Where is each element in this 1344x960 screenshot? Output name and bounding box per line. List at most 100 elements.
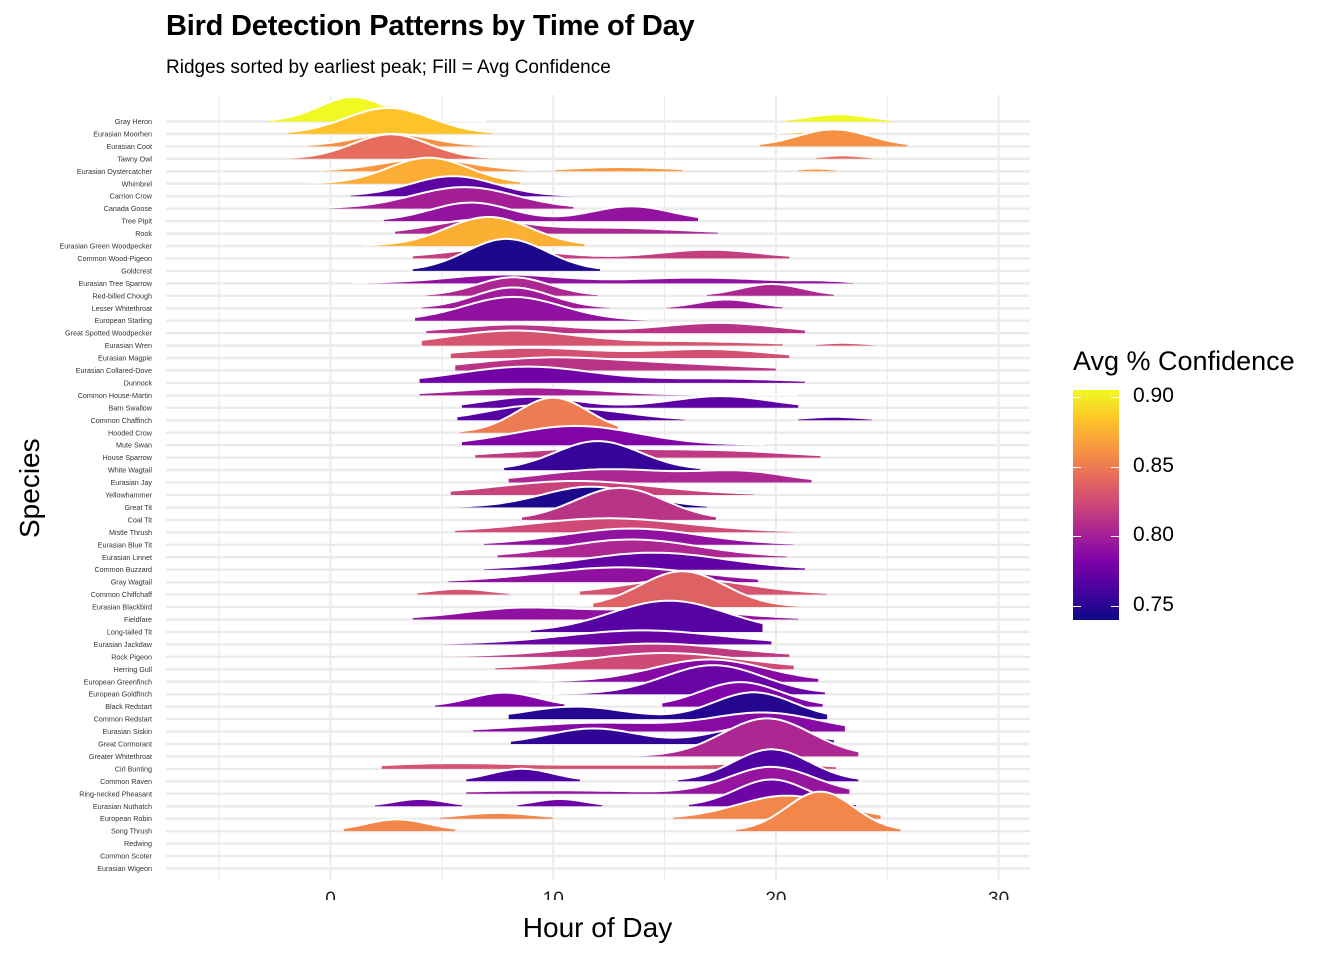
- ridge-area: [666, 299, 783, 309]
- ridge-area: [484, 528, 794, 545]
- ridge: [530, 599, 763, 632]
- species-label: Common Chaffinch: [91, 416, 152, 425]
- species-label: Hooded Crow: [108, 428, 153, 437]
- species-label: Eurasian Linnet: [102, 553, 152, 562]
- ridge: [461, 395, 799, 408]
- species-label: Canada Goose: [104, 204, 152, 213]
- legend-tick-mark: [1111, 396, 1119, 398]
- ridge-area: [530, 600, 763, 632]
- ridge: [419, 386, 799, 396]
- x-axis-ticks: 0 10 20 30: [325, 889, 1009, 900]
- species-label: Mistle Thrush: [109, 528, 152, 537]
- ridge: [374, 778, 857, 807]
- ridge-outline: [268, 95, 487, 122]
- ridge: [352, 273, 854, 284]
- ridge: [421, 329, 874, 346]
- ridges: [268, 95, 908, 832]
- ridge-outline: [439, 811, 554, 818]
- legend-tick-mark: [1073, 606, 1081, 608]
- legend-tick-mark: [1073, 536, 1081, 538]
- ridgeline-plot: Gray Heron Eurasian Moorhen Eurasian Coot T…: [59, 95, 1030, 900]
- ridge-outline: [352, 273, 854, 284]
- ridge-outline: [426, 276, 598, 296]
- species-label: Great Spotted Woodpecker: [65, 329, 153, 338]
- ridge-area: [522, 487, 716, 520]
- ridge-outline: [484, 551, 805, 570]
- ridge-area: [706, 284, 834, 296]
- species-label: Eurasian Green Woodpecker: [59, 242, 152, 251]
- species-label: Eurasian Moorhen: [93, 129, 152, 138]
- ridge-area: [328, 187, 574, 209]
- species-label: Red-billed Chough: [92, 291, 152, 300]
- ridge-outline: [461, 424, 765, 446]
- ridge-outline: [419, 386, 799, 396]
- ridge-outline: [288, 106, 494, 134]
- ridge-outline: [475, 447, 821, 457]
- legend-tick-label: 0.80: [1133, 523, 1174, 547]
- x-tick-label: 30: [988, 889, 1009, 900]
- ridge-outline: [521, 486, 716, 518]
- species-label: Eurasian Tree Sparrow: [78, 279, 152, 288]
- ridge-outline: [366, 216, 585, 246]
- species-label: Cirl Bunting: [115, 764, 152, 773]
- color-legend: Avg % Confidence 0.90 0.85 0.80 0.75: [1073, 346, 1295, 620]
- species-label: Barn Swallow: [108, 403, 152, 412]
- species-label: Greater Whitethroat: [89, 752, 152, 761]
- ridge: [288, 133, 872, 159]
- ridge: [521, 486, 716, 520]
- species-label: Eurasian Coot: [106, 142, 152, 151]
- ridge-outline: [798, 415, 872, 420]
- ridge-area: [288, 107, 494, 134]
- ridge-outline: [760, 128, 908, 145]
- ridge-outline: [421, 329, 783, 345]
- species-label: Tawny Owl: [117, 154, 152, 163]
- ridge-area: [508, 469, 812, 483]
- ridge-outline: [542, 658, 819, 682]
- ridge: [466, 748, 859, 782]
- ridge-area: [435, 692, 565, 707]
- species-label: Eurasian Blue Tit: [98, 540, 152, 549]
- ridge-outline: [504, 440, 701, 470]
- ridge-outline: [662, 681, 823, 705]
- species-label: Eurasian Blackbird: [92, 603, 152, 612]
- species-label: Eurasian Wren: [105, 341, 152, 350]
- ridge-outline: [555, 166, 683, 171]
- ridge-area: [288, 134, 491, 159]
- ridge-outline: [288, 133, 491, 159]
- ridge-outline: [517, 798, 603, 806]
- ridge: [459, 396, 619, 433]
- ridge-outline: [677, 748, 859, 781]
- ridge-area: [375, 799, 462, 807]
- ridge-area: [484, 552, 805, 570]
- species-label: Eurasian Collared-Dove: [76, 366, 152, 375]
- ridge-outline: [455, 517, 794, 532]
- species-label: Ring-necked Pheasant: [79, 789, 152, 798]
- ridge: [412, 237, 601, 271]
- ridge-outline: [530, 599, 763, 631]
- species-label: Rook: [135, 229, 152, 238]
- ridge-outline: [343, 818, 456, 830]
- species-label: Common House-Martin: [78, 391, 152, 400]
- species-label: Rock Pigeon: [111, 652, 152, 661]
- ridge-outline: [497, 538, 788, 557]
- ridge: [455, 517, 794, 533]
- ridge-outline: [508, 468, 812, 480]
- ridge-area: [760, 129, 908, 147]
- species-label: Common Redstart: [94, 715, 152, 724]
- ridge-outline: [350, 175, 574, 197]
- ridge: [504, 440, 701, 471]
- ridge-area: [455, 518, 794, 533]
- ridge-outline: [328, 186, 574, 209]
- species-label: Common Raven: [100, 777, 152, 786]
- legend-tick-mark: [1111, 466, 1119, 468]
- ridge-outline: [417, 587, 509, 594]
- ridge: [366, 216, 585, 246]
- grid-lines: [166, 95, 1030, 880]
- ridge-outline: [798, 167, 837, 171]
- ridge-outline: [539, 664, 826, 695]
- ridge-outline: [419, 365, 805, 382]
- legend-colorbar: [1073, 390, 1119, 620]
- ridge: [633, 717, 859, 757]
- legend-tick-label: 0.85: [1133, 453, 1174, 477]
- species-label: Redwing: [124, 839, 152, 848]
